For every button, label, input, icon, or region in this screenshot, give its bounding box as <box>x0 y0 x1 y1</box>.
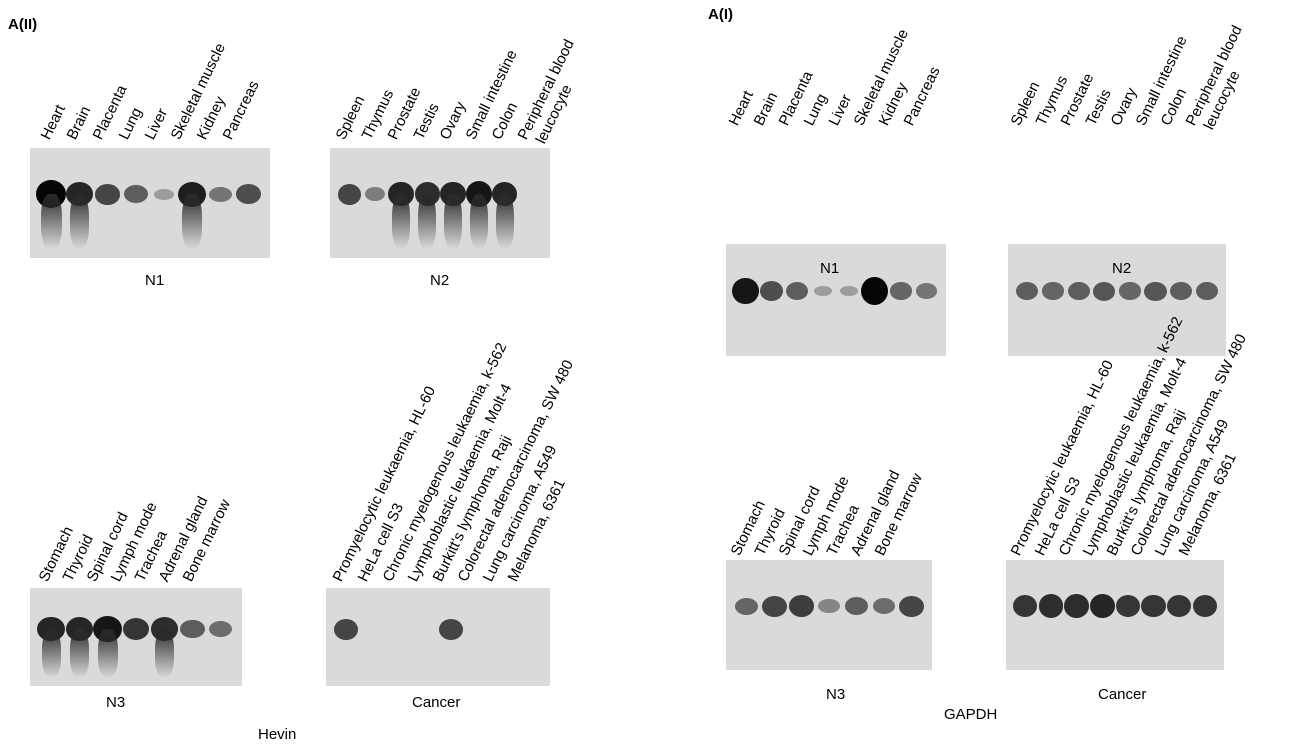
band-cancer-l-0 <box>333 618 358 640</box>
smear-n2-5 <box>469 194 488 250</box>
band-n1-l-2 <box>94 183 121 205</box>
blot-n2-gapdh <box>1008 244 1226 356</box>
band-n2-r-7 <box>1195 281 1218 301</box>
blot-caption-cancer-l: Cancer <box>412 694 461 711</box>
band-n3-r-5 <box>872 598 896 615</box>
smear-n3-0 <box>41 629 61 679</box>
band-n3-l-6 <box>209 621 233 638</box>
band-n2-l-1 <box>365 186 386 202</box>
band-cancer-l-4 <box>439 618 464 640</box>
blot-n1-hevin <box>30 148 270 258</box>
band-n1-r-4 <box>839 285 859 297</box>
band-n1-r-6 <box>889 282 912 300</box>
smear-n1-5 <box>182 194 203 250</box>
band-n3-r-2 <box>788 595 815 618</box>
band-n1-l-4 <box>153 188 175 200</box>
smear-n3-1 <box>69 629 90 679</box>
smear-n3-2 <box>97 629 118 679</box>
band-n1-l-7 <box>236 184 262 205</box>
blot-caption-n1-r: N1 <box>820 260 840 277</box>
blot-n1-gapdh <box>726 244 946 356</box>
lane-label-n1-r-0: Heart <box>725 88 757 129</box>
lane-label-n1-r-4: Liver <box>825 91 856 129</box>
band-cancer-r-4 <box>1115 594 1140 618</box>
band-n3-r-6 <box>898 595 924 617</box>
band-n1-r-7 <box>916 283 937 299</box>
band-n1-r-5 <box>861 277 889 306</box>
blot-caption-n2-l: N2 <box>430 272 450 289</box>
panel-letter-left: A(II) <box>8 16 38 33</box>
smear-n3-4 <box>154 629 174 679</box>
band-n1-r-1 <box>759 281 783 301</box>
band-n3-r-1 <box>761 595 787 617</box>
band-n3-r-4 <box>844 597 869 616</box>
blot-cancer-hevin <box>326 588 550 686</box>
band-n2-l-0 <box>337 183 362 205</box>
band-n3-r-0 <box>735 597 759 615</box>
band-cancer-r-1 <box>1038 594 1064 618</box>
blot-caption-n3-r: N3 <box>826 686 846 703</box>
blot-caption-n1-l: N1 <box>145 272 165 289</box>
probe-caption-gapdh: GAPDH <box>944 706 998 723</box>
smear-n1-1 <box>69 194 90 250</box>
smear-n2-3 <box>418 194 436 250</box>
band-n2-r-1 <box>1042 282 1064 300</box>
band-n3-l-3 <box>122 617 150 641</box>
probe-caption-hevin: Hevin <box>258 726 297 743</box>
band-n2-r-2 <box>1067 281 1090 301</box>
blot-n3-gapdh <box>726 560 932 670</box>
band-cancer-r-0 <box>1013 594 1038 618</box>
band-n2-r-6 <box>1170 281 1193 301</box>
panel-letter-right: A(I) <box>708 6 733 23</box>
blot-n2-hevin <box>330 148 550 258</box>
band-cancer-r-2 <box>1064 594 1089 618</box>
band-n2-r-3 <box>1092 281 1116 301</box>
band-cancer-r-3 <box>1089 594 1115 619</box>
band-cancer-r-7 <box>1192 594 1217 618</box>
band-cancer-r-5 <box>1141 594 1166 618</box>
band-n3-r-3 <box>818 599 840 613</box>
lane-label-n1-l-3: Lung <box>115 104 146 143</box>
band-n1-l-3 <box>123 185 148 204</box>
lane-label-n1-l-0: Heart <box>37 102 69 143</box>
band-n1-l-6 <box>209 186 232 202</box>
band-n1-r-2 <box>786 281 809 301</box>
blot-caption-n2-r: N2 <box>1112 260 1132 277</box>
lane-label-n1-l-7: Pancreas <box>219 78 263 143</box>
band-n2-r-0 <box>1016 281 1039 301</box>
smear-n2-4 <box>444 194 462 250</box>
band-n1-r-0 <box>732 277 759 305</box>
lane-label-n1-r-7: Pancreas <box>900 64 944 129</box>
smear-n1-0 <box>40 194 62 250</box>
blot-caption-n3-l: N3 <box>106 694 126 711</box>
smear-n2-6 <box>495 194 514 250</box>
smear-n2-2 <box>392 194 411 250</box>
band-cancer-r-6 <box>1166 594 1192 618</box>
band-n1-r-3 <box>813 285 833 297</box>
band-n3-l-5 <box>180 620 205 639</box>
blot-cancer-gapdh <box>1006 560 1224 670</box>
band-n2-r-4 <box>1119 282 1141 300</box>
lane-label-n1-l-4: Liver <box>141 105 172 143</box>
band-n2-r-5 <box>1144 281 1167 301</box>
blot-caption-cancer-r: Cancer <box>1098 686 1147 703</box>
